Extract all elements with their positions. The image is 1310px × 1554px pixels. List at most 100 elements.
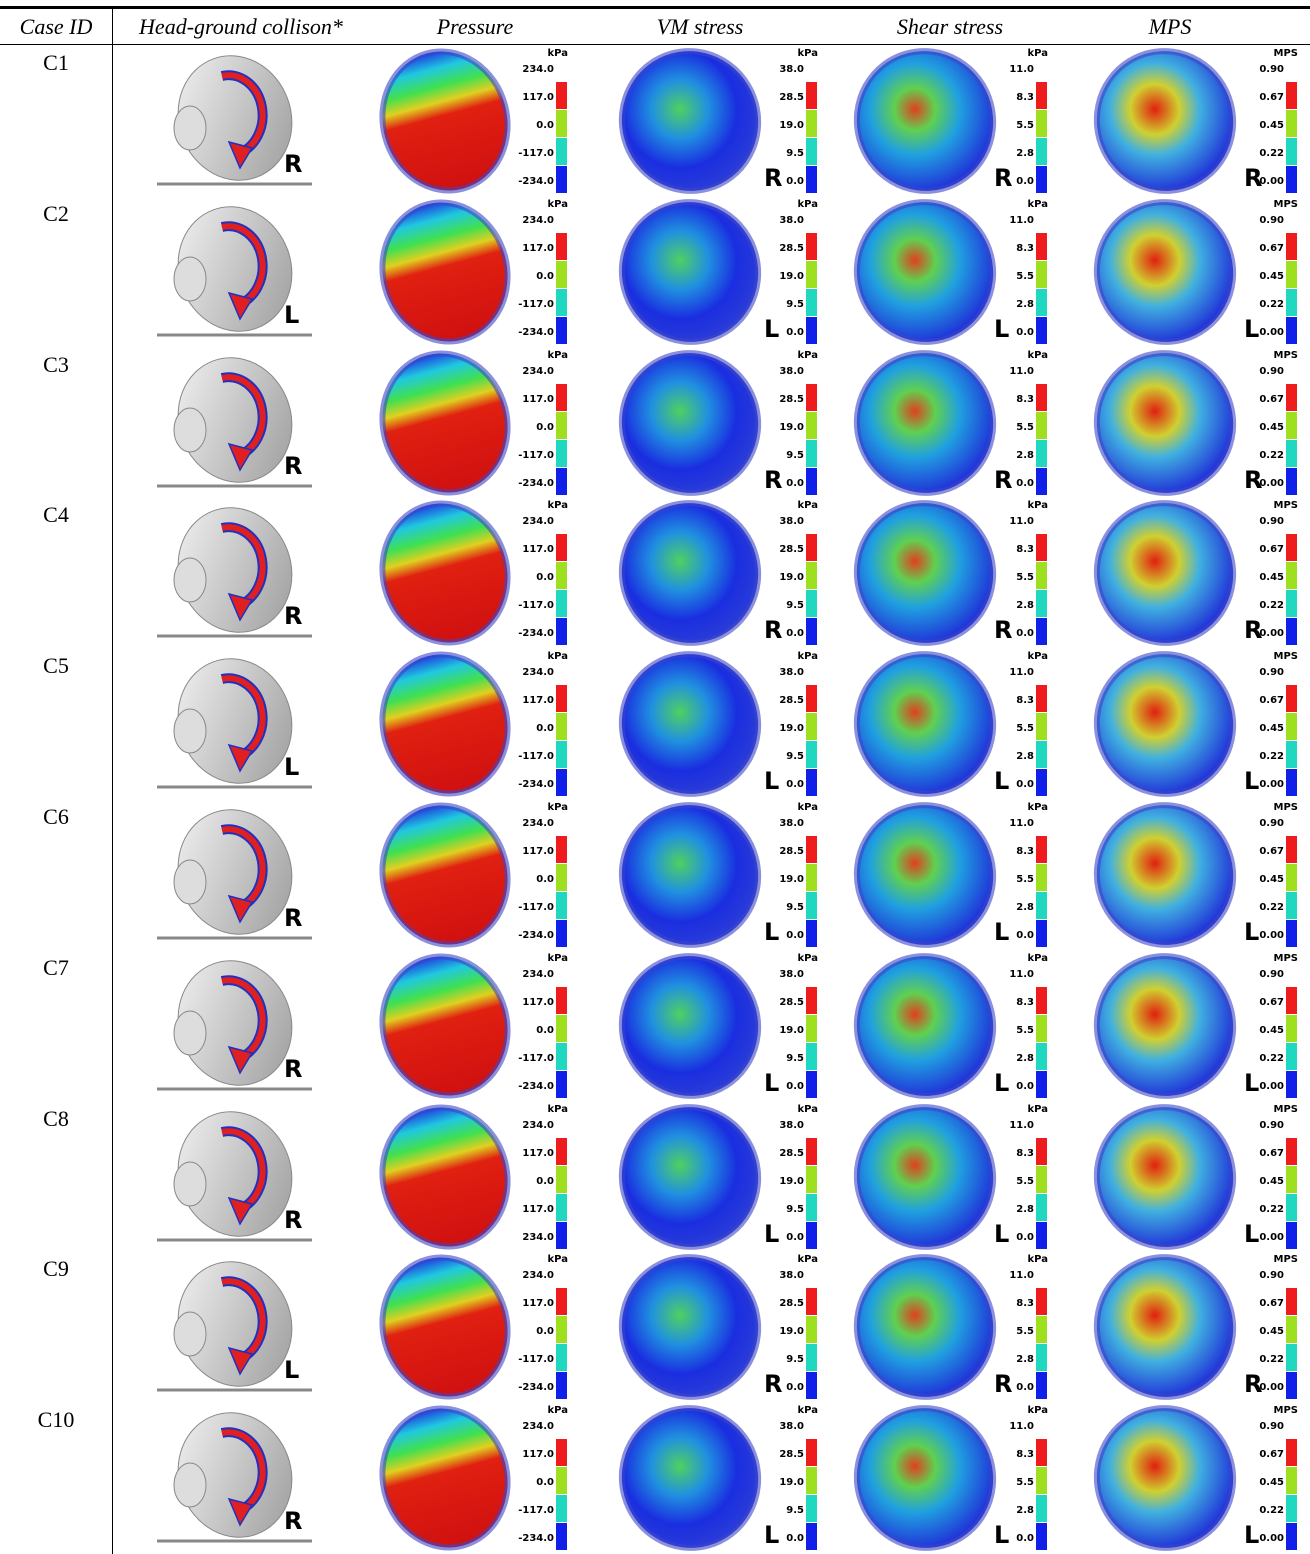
colorbar-segment <box>1036 836 1047 863</box>
colorbar-unit: kPa <box>548 1405 568 1416</box>
cell-figure: R <box>112 1403 370 1553</box>
cell-figure: MPS0.900.670.450.220.00L <box>1060 951 1310 1101</box>
colorbar-segment <box>806 1344 817 1371</box>
colorbar-segment <box>1036 534 1047 561</box>
result-contour <box>606 1252 774 1402</box>
colorbar-segment <box>1036 864 1047 891</box>
side-label: L <box>284 753 299 781</box>
head-ear <box>174 860 206 904</box>
colorbar-tick: 117.0 <box>522 394 554 405</box>
head-ear <box>174 408 206 452</box>
side-label: L <box>284 301 299 329</box>
colorbar-segment <box>1286 920 1297 947</box>
colorbar-tick: 19.0 <box>779 1176 804 1187</box>
colorbar-tick: 0.00 <box>1259 1081 1284 1092</box>
colorbar-unit: kPa <box>548 48 568 59</box>
side-label: R <box>284 904 302 932</box>
colorbar-segment <box>806 534 817 561</box>
colorbar-segment <box>556 468 567 495</box>
colorbar-tick: 0.45 <box>1259 422 1284 433</box>
colorbar-segment <box>1036 82 1047 109</box>
colorbar-segment <box>556 1495 567 1522</box>
result-contour <box>606 951 774 1101</box>
colorbar-segment <box>806 1467 817 1494</box>
colorbar-unit: kPa <box>798 500 818 511</box>
cell-figure: kPa234.0117.00.0-117.0-234.0 <box>370 951 580 1101</box>
colorbar-tick: 11.0 <box>1009 516 1034 527</box>
header-rule <box>0 44 1310 45</box>
colorbar-tick: 0.90 <box>1259 215 1284 226</box>
colorbar-unit: kPa <box>1028 953 1048 964</box>
colorbar-tick: 5.5 <box>1016 120 1034 131</box>
colorbar-tick: 2.8 <box>1016 902 1034 913</box>
colorbar-tick: 0.45 <box>1259 120 1284 131</box>
result-contour <box>1081 649 1249 799</box>
result-contour <box>370 348 523 498</box>
colorbar-segment <box>806 920 817 947</box>
cell-figure: kPa234.0117.00.0-117.0-234.0 <box>370 800 580 950</box>
colorbar-segment <box>1036 440 1047 467</box>
cell-figure: MPS0.900.670.450.220.00L <box>1060 1403 1310 1553</box>
side-label: L <box>994 1521 1009 1549</box>
colorbar-segment <box>556 1439 567 1466</box>
side-label: R <box>764 1370 782 1398</box>
colorbar-tick: 0.67 <box>1259 1298 1284 1309</box>
colorbar-tick: -117.0 <box>518 1053 554 1064</box>
colorbar-tick: 38.0 <box>779 969 804 980</box>
result-contour <box>370 951 523 1101</box>
colorbar-tick: 0.45 <box>1259 723 1284 734</box>
colorbar-segment <box>556 920 567 947</box>
colorbar-tick: 19.0 <box>779 271 804 282</box>
cell-figure: kPa38.028.519.09.50.0R <box>580 1252 830 1402</box>
colorbar-segment <box>1036 685 1047 712</box>
colorbar-tick: 5.5 <box>1016 271 1034 282</box>
colorbar-segment <box>1036 562 1047 589</box>
colorbar-tick: 2.8 <box>1016 299 1034 310</box>
colorbar-tick: 0.0 <box>1016 176 1034 187</box>
colorbar-tick: 11.0 <box>1009 818 1034 829</box>
colorbar-segment <box>1036 317 1047 344</box>
cell-figure: MPS0.900.670.450.220.00L <box>1060 1102 1310 1252</box>
colorbar-segment <box>1286 138 1297 165</box>
case-id: C8 <box>0 1106 112 1132</box>
result-contour <box>606 1403 774 1553</box>
colorbar-segment <box>806 1043 817 1070</box>
colorbar-segment <box>1286 317 1297 344</box>
colorbar-segment <box>806 713 817 740</box>
colorbar-segment <box>556 1194 567 1221</box>
colorbar-segment <box>1036 1288 1047 1315</box>
result-contour <box>1081 800 1249 950</box>
colorbar-segment <box>1286 110 1297 137</box>
colorbar-tick: -234.0 <box>518 930 554 941</box>
colorbar-unit: kPa <box>798 199 818 210</box>
colorbar-tick: 0.0 <box>786 478 804 489</box>
colorbar-tick: 8.3 <box>1016 1148 1034 1159</box>
colorbar-segment <box>1036 1194 1047 1221</box>
colorbar-segment <box>806 468 817 495</box>
colorbar-unit: MPS <box>1274 1104 1298 1115</box>
colorbar-tick: 0.22 <box>1259 299 1284 310</box>
column-header: Shear stress <box>850 14 1050 40</box>
side-label: L <box>284 1356 299 1384</box>
result-contour <box>370 197 523 347</box>
side-label: R <box>764 616 782 644</box>
colorbar-segment <box>1286 1344 1297 1371</box>
colorbar-tick: 0.00 <box>1259 327 1284 338</box>
colorbar-segment <box>1036 920 1047 947</box>
colorbar-tick: 0.22 <box>1259 1354 1284 1365</box>
case-id: C6 <box>0 804 112 830</box>
colorbar-tick: 0.0 <box>1016 930 1034 941</box>
side-label: L <box>1244 1521 1259 1549</box>
colorbar-unit: MPS <box>1274 1254 1298 1265</box>
colorbar-segment <box>1036 769 1047 796</box>
colorbar-tick: 38.0 <box>779 215 804 226</box>
colorbar-tick: 0.0 <box>786 930 804 941</box>
colorbar-tick: 2.8 <box>1016 1053 1034 1064</box>
case-id: C3 <box>0 352 112 378</box>
colorbar-segment <box>556 1138 567 1165</box>
colorbar-tick: 11.0 <box>1009 1120 1034 1131</box>
colorbar-segment <box>1286 1043 1297 1070</box>
colorbar-tick: 0.45 <box>1259 1025 1284 1036</box>
colorbar-segment <box>806 618 817 645</box>
